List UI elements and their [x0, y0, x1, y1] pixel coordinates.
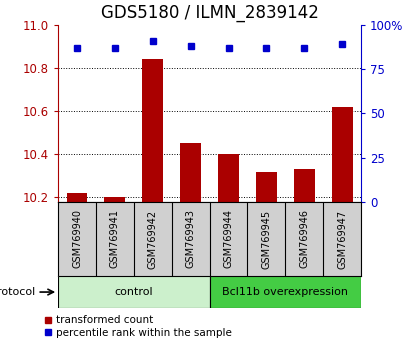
Bar	[256, 172, 277, 202]
Text: GSM769947: GSM769947	[337, 209, 347, 269]
Bar	[58, 276, 210, 308]
Text: GSM769940: GSM769940	[72, 210, 82, 268]
Legend: transformed count, percentile rank within the sample: transformed count, percentile rank withi…	[43, 313, 234, 340]
Text: GSM769945: GSM769945	[261, 209, 271, 269]
Text: GSM769944: GSM769944	[224, 210, 234, 268]
Bar	[210, 276, 361, 308]
Text: GSM769943: GSM769943	[186, 210, 195, 268]
Bar	[294, 170, 315, 202]
Text: GSM769946: GSM769946	[299, 210, 309, 268]
Bar	[218, 154, 239, 202]
Text: GSM769942: GSM769942	[148, 209, 158, 269]
Text: protocol: protocol	[0, 287, 35, 297]
Bar	[180, 143, 201, 202]
Text: Bcl11b overexpression: Bcl11b overexpression	[222, 287, 348, 297]
Bar	[142, 59, 163, 202]
Bar	[332, 107, 352, 202]
Bar	[105, 198, 125, 202]
Bar	[67, 193, 88, 202]
Text: control: control	[115, 287, 153, 297]
Text: GSM769941: GSM769941	[110, 210, 120, 268]
Title: GDS5180 / ILMN_2839142: GDS5180 / ILMN_2839142	[101, 4, 319, 22]
